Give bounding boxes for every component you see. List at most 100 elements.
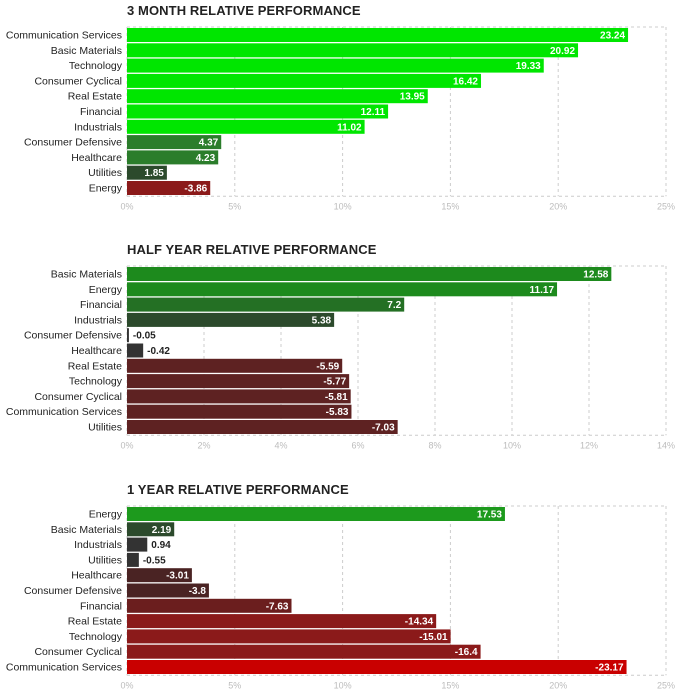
bar <box>127 104 389 119</box>
bar <box>127 267 612 281</box>
bar <box>127 343 144 358</box>
category-label: Consumer Cyclical <box>34 75 122 87</box>
value-label: -0.42 <box>147 346 170 357</box>
chart-1-year: 0% 5% 10% 15% 20% 25% Energy 17.53 Basic Materia… <box>6 505 675 690</box>
x-tick-label: 5% <box>228 201 241 211</box>
x-tick-label: 25% <box>657 680 675 690</box>
bar <box>127 358 343 373</box>
x-tick-label: 12% <box>580 440 598 450</box>
x-tick-label: 10% <box>334 680 352 690</box>
category-label: Energy <box>89 509 123 521</box>
bar <box>127 312 335 327</box>
bar <box>127 374 350 389</box>
value-label: 20.92 <box>550 46 575 57</box>
category-label: Energy <box>89 183 123 195</box>
category-label: Technology <box>69 60 123 72</box>
x-tick-label: 0% <box>120 680 133 690</box>
category-label: Real Estate <box>68 360 122 372</box>
bar <box>127 297 405 312</box>
value-label: 5.38 <box>312 315 332 326</box>
value-label: -0.55 <box>143 555 166 566</box>
bar <box>127 598 292 613</box>
bar <box>127 629 451 644</box>
value-label: -14.34 <box>405 617 434 628</box>
chart-title: HALF YEAR RELATIVE PERFORMANCE <box>127 242 377 257</box>
value-label: 7.2 <box>387 300 401 311</box>
bar <box>127 282 558 297</box>
value-label: -16.4 <box>455 647 478 658</box>
bar <box>127 583 209 598</box>
bar <box>127 165 167 180</box>
value-label: -3.01 <box>166 571 189 582</box>
x-tick-label: 15% <box>441 680 459 690</box>
value-label: -3.86 <box>184 184 207 195</box>
category-label: Industrials <box>74 539 122 551</box>
category-label: Industrials <box>74 314 122 326</box>
value-label: 4.37 <box>199 138 219 149</box>
value-label: -7.03 <box>372 423 395 434</box>
category-label: Real Estate <box>68 616 122 628</box>
bar <box>127 522 175 537</box>
x-tick-label: 14% <box>657 440 675 450</box>
bar <box>127 660 627 674</box>
value-label: 12.58 <box>583 270 608 281</box>
category-label: Energy <box>89 284 123 296</box>
category-label: Industrials <box>74 121 122 133</box>
x-tick-label: 6% <box>351 440 364 450</box>
category-label: Healthcare <box>71 152 122 164</box>
value-label: -5.77 <box>323 377 346 388</box>
x-tick-label: 20% <box>549 201 567 211</box>
value-label: 1.85 <box>144 168 164 179</box>
value-label: 19.33 <box>516 61 541 72</box>
bar <box>127 552 139 567</box>
chart-panel-half-year: HALF YEAR RELATIVE PERFORMANCE 0% 2% 4% 6% 8… <box>0 242 686 457</box>
category-label: Financial <box>80 299 122 311</box>
category-label: Communication Services <box>6 662 122 674</box>
value-label: -3.8 <box>189 586 207 597</box>
category-label: Technology <box>69 631 123 643</box>
value-label: 2.19 <box>152 525 172 536</box>
value-label: -5.83 <box>326 407 349 418</box>
bar <box>127 614 437 629</box>
category-label: Basic Materials <box>51 45 122 57</box>
category-label: Consumer Cyclical <box>34 391 122 403</box>
category-label: Consumer Defensive <box>24 330 122 342</box>
bar <box>127 43 579 58</box>
bar <box>127 328 129 343</box>
bar <box>127 568 192 583</box>
category-label: Communication Services <box>6 30 122 42</box>
x-tick-label: 8% <box>428 440 441 450</box>
category-label: Financial <box>80 106 122 118</box>
x-tick-label: 10% <box>503 440 521 450</box>
value-label: -7.63 <box>266 601 289 612</box>
x-tick-label: 10% <box>334 201 352 211</box>
bar <box>127 181 211 195</box>
category-label: Utilities <box>88 422 122 434</box>
x-tick-label: 4% <box>274 440 287 450</box>
chart-title: 1 YEAR RELATIVE PERFORMANCE <box>127 482 349 497</box>
bar <box>127 389 351 404</box>
x-tick-label: 25% <box>657 201 675 211</box>
value-label: 0.94 <box>151 540 171 551</box>
category-label: Consumer Cyclical <box>34 646 122 658</box>
category-label: Utilities <box>88 167 122 179</box>
category-label: Basic Materials <box>51 524 122 536</box>
bar <box>127 89 428 104</box>
chart-3-month: 0% 5% 10% 15% 20% 25% Communication Services 23… <box>6 26 675 211</box>
bar <box>127 420 398 434</box>
value-label: 12.11 <box>361 107 386 118</box>
bar <box>127 58 544 73</box>
value-label: -23.17 <box>595 663 624 674</box>
bar <box>127 537 148 552</box>
bar <box>127 28 629 42</box>
category-label: Healthcare <box>71 345 122 357</box>
bar <box>127 119 365 134</box>
value-label: -5.81 <box>325 392 348 403</box>
chart-panel-3-month: 3 MONTH RELATIVE PERFORMANCE 0% 5% 10% 15% 2… <box>0 3 686 218</box>
bar <box>127 150 219 165</box>
category-label: Technology <box>69 376 123 388</box>
value-label: 16.42 <box>453 76 478 87</box>
category-label: Consumer Defensive <box>24 585 122 597</box>
x-tick-label: 5% <box>228 680 241 690</box>
category-label: Utilities <box>88 554 122 566</box>
